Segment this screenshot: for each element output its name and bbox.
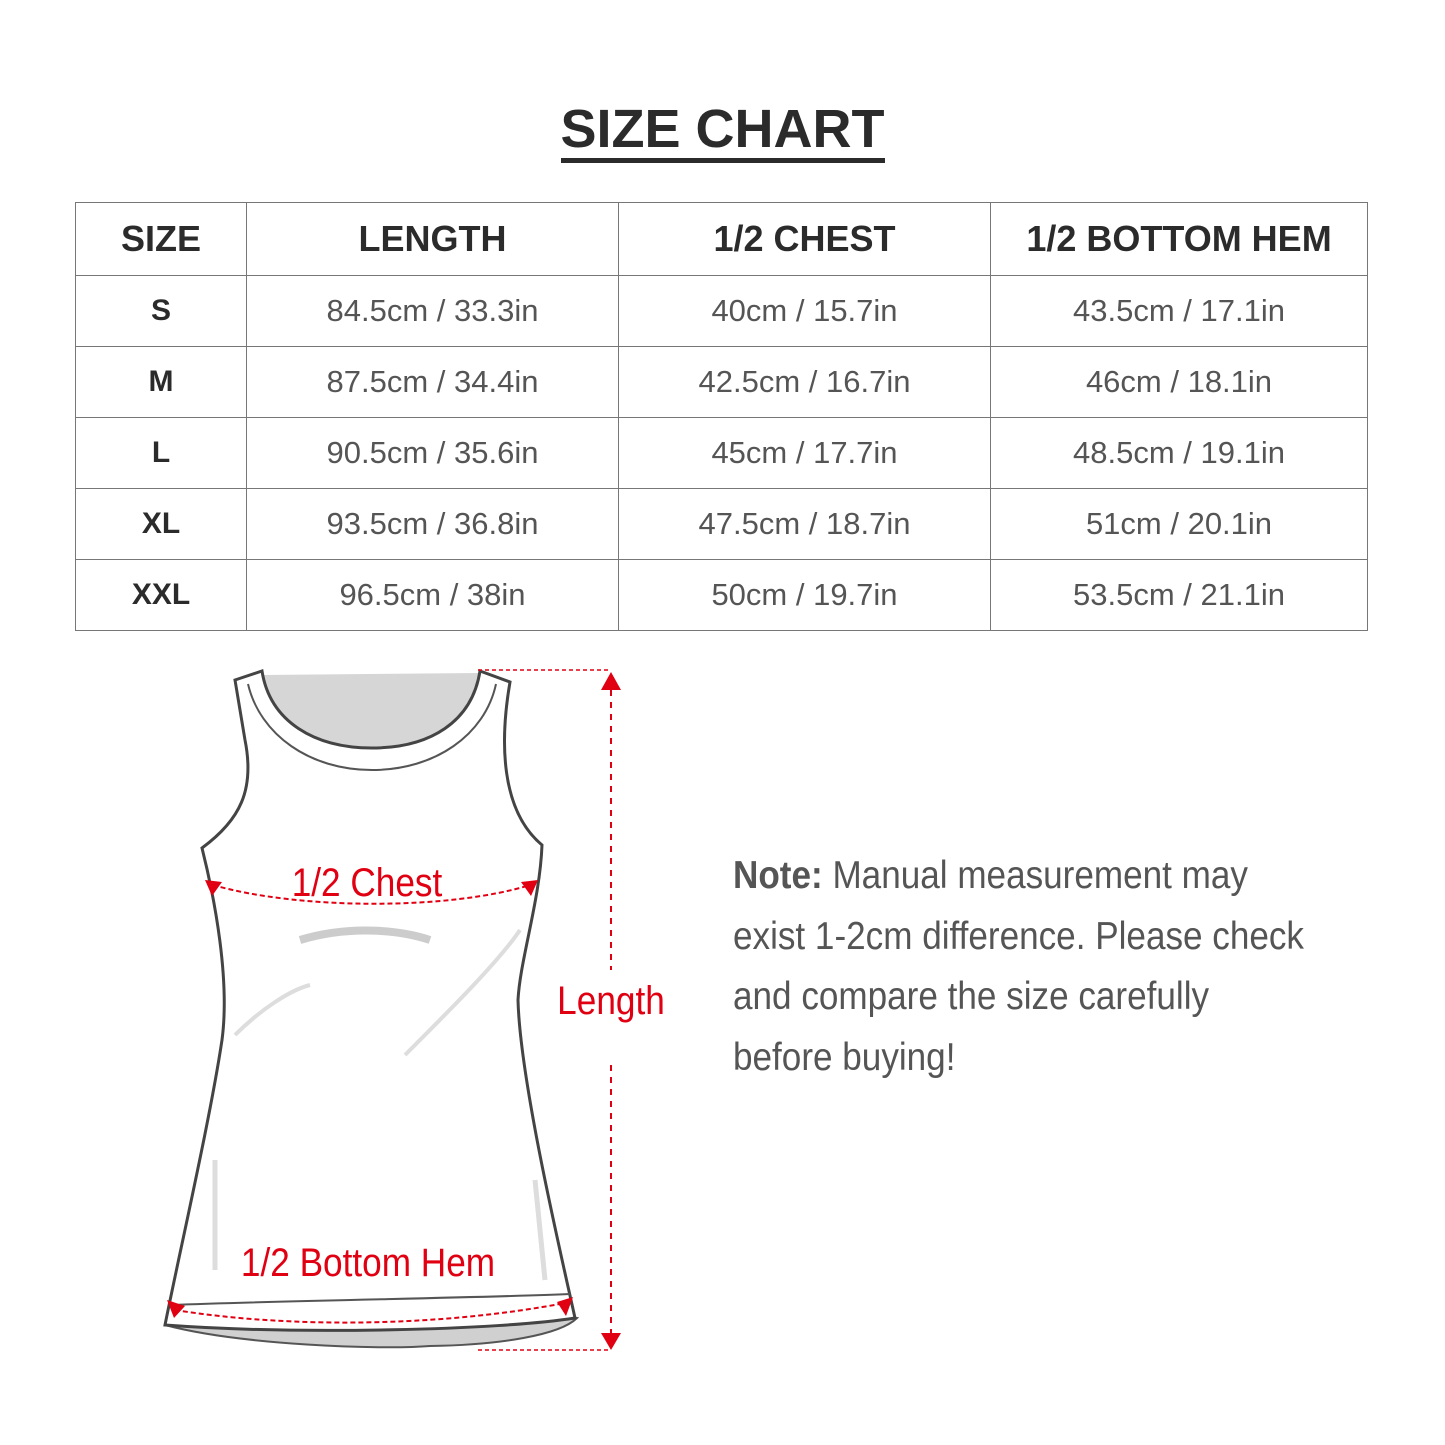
header-size: SIZE bbox=[75, 202, 247, 276]
size-table: SIZE LENGTH 1/2 CHEST 1/2 BOTTOM HEM S 84… bbox=[75, 202, 1368, 631]
title-text: SIZE CHART bbox=[560, 100, 885, 163]
bottom-hem-cell: 53.5cm / 21.1in bbox=[990, 559, 1368, 631]
table-row: L 90.5cm / 35.6in 45cm / 17.7in 48.5cm / 19… bbox=[75, 417, 1368, 489]
length-cell: 93.5cm / 36.8in bbox=[246, 488, 619, 560]
length-cell: 84.5cm / 33.3in bbox=[246, 275, 619, 347]
chest-cell: 47.5cm / 18.7in bbox=[618, 488, 991, 560]
hem-measure-line bbox=[167, 1297, 573, 1324]
chest-cell: 42.5cm / 16.7in bbox=[618, 346, 991, 418]
length-cell: 96.5cm / 38in bbox=[246, 559, 619, 631]
table-row: S 84.5cm / 33.3in 40cm / 15.7in 43.5cm / 17… bbox=[75, 275, 1368, 347]
header-bottom-hem: 1/2 BOTTOM HEM bbox=[990, 202, 1368, 276]
note-label: Note: bbox=[733, 854, 823, 897]
length-cell: 90.5cm / 35.6in bbox=[246, 417, 619, 489]
chest-label: 1/2 Chest bbox=[292, 860, 443, 905]
bottom-hem-cell: 43.5cm / 17.1in bbox=[990, 275, 1368, 347]
tank-top-illustration bbox=[163, 668, 580, 1349]
table-header-row: SIZE LENGTH 1/2 CHEST 1/2 BOTTOM HEM bbox=[75, 202, 1368, 276]
chest-measure-line bbox=[205, 880, 538, 905]
note-body: Manual measurement may exist 1-2cm diffe… bbox=[733, 854, 1304, 1079]
header-chest: 1/2 CHEST bbox=[618, 202, 991, 276]
length-label: Length bbox=[557, 978, 665, 1023]
size-cell: XL bbox=[75, 488, 247, 560]
size-chart-title: SIZE CHART bbox=[0, 100, 1445, 163]
bottom-hem-cell: 48.5cm / 19.1in bbox=[990, 417, 1368, 489]
length-measure-line bbox=[478, 669, 621, 1351]
length-cell: 87.5cm / 34.4in bbox=[246, 346, 619, 418]
chest-cell: 50cm / 19.7in bbox=[618, 559, 991, 631]
table-row: XXL 96.5cm / 38in 50cm / 19.7in 53.5cm / 21… bbox=[75, 559, 1368, 631]
hem-label: 1/2 Bottom Hem bbox=[241, 1240, 495, 1285]
size-cell: L bbox=[75, 417, 247, 489]
size-cell: M bbox=[75, 346, 247, 418]
note-text: Note: Manual measurement may exist 1-2cm… bbox=[733, 846, 1309, 1088]
chest-cell: 45cm / 17.7in bbox=[618, 417, 991, 489]
